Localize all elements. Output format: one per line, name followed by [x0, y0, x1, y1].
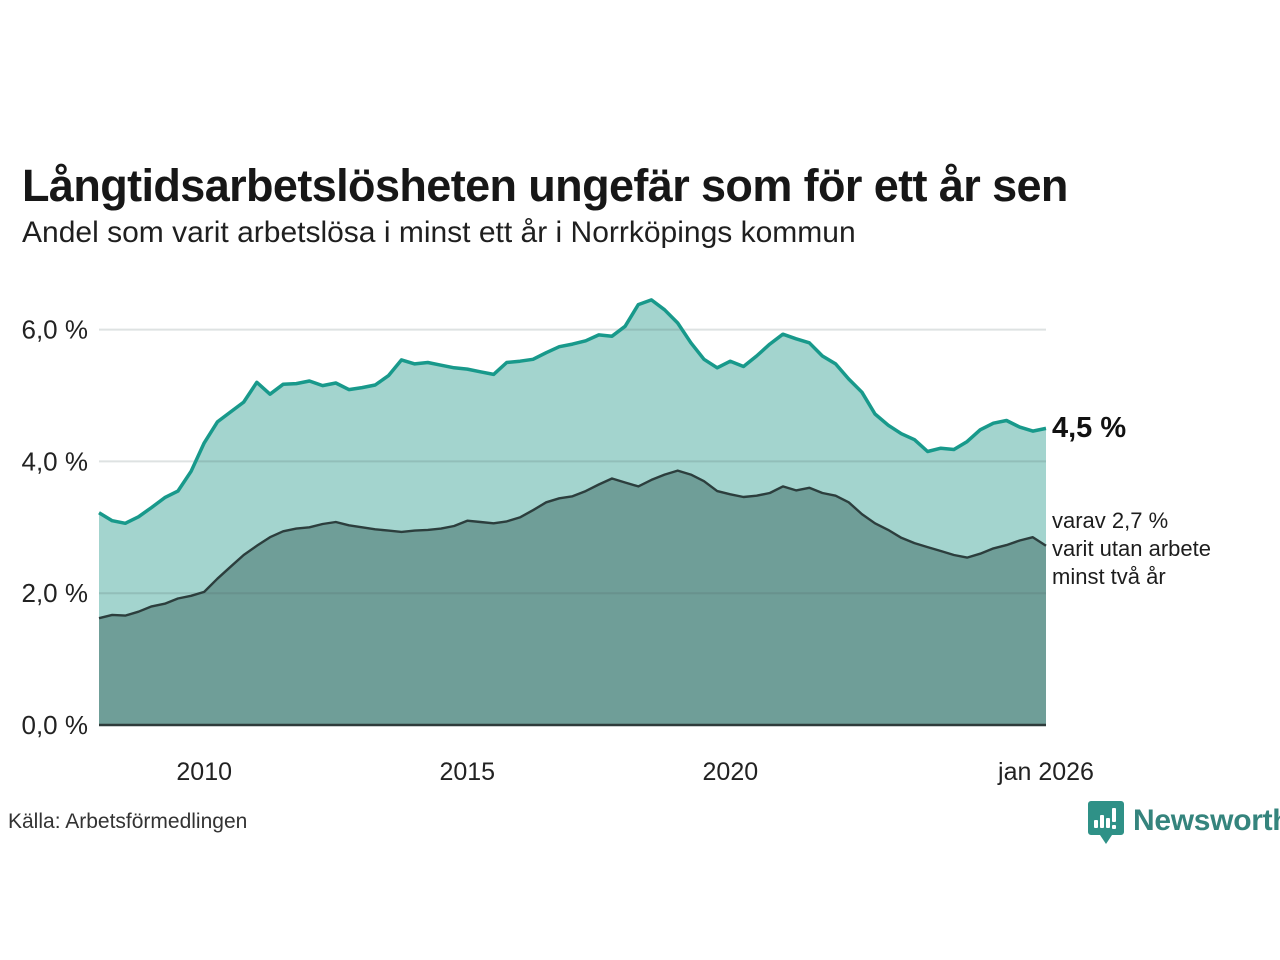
- lower-series-annotation: varav 2,7 % varit utan arbete minst två …: [1052, 507, 1211, 591]
- line-minst-ett-ar: [98, 298, 1047, 526]
- y-tick-label: 6,0 %: [22, 315, 89, 345]
- x-tick-label: 2020: [703, 758, 759, 786]
- y-tick-label: 4,0 %: [22, 446, 89, 476]
- annotation-line: minst två år: [1052, 564, 1166, 589]
- annotation-line: varit utan arbete: [1052, 536, 1211, 561]
- x-tick-label: 2015: [439, 758, 495, 786]
- page-title: Långtidsarbetslösheten ungefär som för e…: [22, 160, 1068, 212]
- newsworthy-logo-text: Newsworthy: [1133, 804, 1280, 837]
- area-minst-tva-ar: [99, 470, 1046, 725]
- newsworthy-pin-barchart-icon: [1088, 801, 1124, 844]
- line-minst-tva-ar: [98, 469, 1047, 620]
- annotation-line: varav 2,7 %: [1052, 508, 1169, 533]
- newsworthy-logo: Newsworthy: [1088, 801, 1280, 851]
- y-tick-label: 0,0 %: [22, 710, 89, 740]
- x-tick-label: 2010: [176, 758, 232, 786]
- page-subtitle: Andel som varit arbetslösa i minst ett å…: [22, 216, 856, 249]
- source-credit: Källa: Arbetsförmedlingen: [8, 810, 248, 833]
- x-tick-label: jan 2026: [997, 758, 1094, 786]
- y-tick-label: 2,0 %: [22, 578, 89, 608]
- latest-value-label: 4,5 %: [1052, 412, 1127, 444]
